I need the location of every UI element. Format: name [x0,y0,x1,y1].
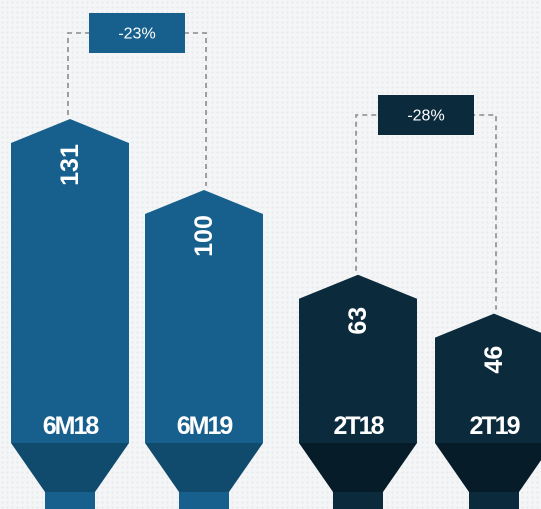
change-badges: -23% -28% [89,13,474,135]
bar-body [11,119,129,443]
bar-stem [45,492,95,509]
bar-2t19: 46 2T19 [435,313,541,509]
bar-6m19: 100 6M19 [145,190,263,509]
value-label: 131 [56,144,84,186]
value-label: 63 [344,307,372,335]
change-label: -28% [407,108,444,125]
bar-6m18: 131 6M18 [11,119,129,509]
category-label: 2T18 [334,412,385,440]
value-label: 46 [480,346,508,374]
bar-body [435,313,541,443]
change-badge [378,95,474,135]
comparison-bracket [355,114,497,310]
bar-stem-taper [11,443,129,492]
bar-stem-taper [145,443,263,492]
bar-2t18: 63 2T18 [299,274,417,509]
category-label: 6M18 [43,412,100,440]
change-badge [89,13,185,53]
comparison-connectors [67,32,497,310]
category-label: 2T19 [470,412,520,440]
value-label: 100 [190,215,218,257]
bar-body [299,274,417,443]
change-label: -23% [118,26,155,43]
bar-body [145,190,263,443]
category-label: 6M19 [177,412,233,440]
bar-stem [469,492,519,509]
bar-stem [179,492,229,509]
bars: 131 6M18 100 6M19 63 2T18 46 2T19 [11,119,541,509]
bar-stem [333,492,383,509]
bar-stem-taper [299,443,417,492]
bar-stem-taper [435,443,541,492]
